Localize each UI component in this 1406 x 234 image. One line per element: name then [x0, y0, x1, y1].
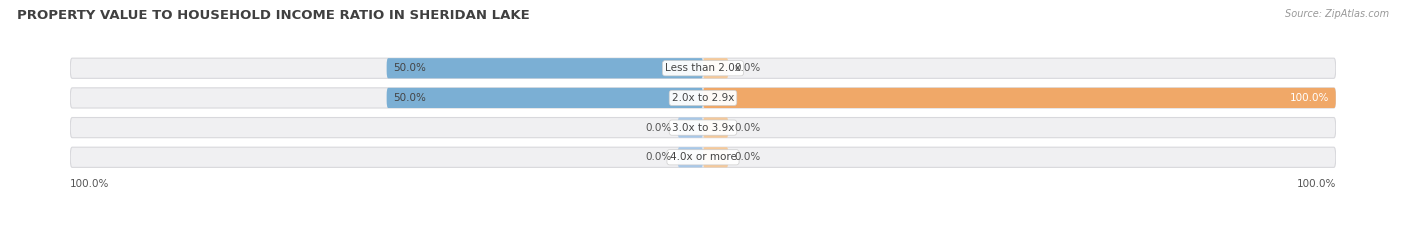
- Text: 0.0%: 0.0%: [734, 63, 761, 73]
- Text: 100.0%: 100.0%: [1289, 93, 1330, 103]
- FancyBboxPatch shape: [70, 117, 1336, 138]
- FancyBboxPatch shape: [703, 117, 728, 138]
- Text: 0.0%: 0.0%: [734, 152, 761, 162]
- Text: 0.0%: 0.0%: [645, 152, 672, 162]
- Text: 50.0%: 50.0%: [392, 93, 426, 103]
- Text: 0.0%: 0.0%: [645, 123, 672, 133]
- Text: 50.0%: 50.0%: [392, 63, 426, 73]
- Text: Less than 2.0x: Less than 2.0x: [665, 63, 741, 73]
- FancyBboxPatch shape: [387, 58, 703, 78]
- Text: 0.0%: 0.0%: [734, 123, 761, 133]
- FancyBboxPatch shape: [387, 88, 703, 108]
- Legend: Without Mortgage, With Mortgage: Without Mortgage, With Mortgage: [583, 232, 823, 234]
- Text: PROPERTY VALUE TO HOUSEHOLD INCOME RATIO IN SHERIDAN LAKE: PROPERTY VALUE TO HOUSEHOLD INCOME RATIO…: [17, 9, 530, 22]
- FancyBboxPatch shape: [70, 88, 1336, 108]
- FancyBboxPatch shape: [678, 117, 703, 138]
- FancyBboxPatch shape: [703, 147, 728, 167]
- Text: 100.0%: 100.0%: [1296, 179, 1336, 189]
- FancyBboxPatch shape: [703, 88, 1336, 108]
- FancyBboxPatch shape: [703, 58, 728, 78]
- Text: 3.0x to 3.9x: 3.0x to 3.9x: [672, 123, 734, 133]
- Text: 4.0x or more: 4.0x or more: [669, 152, 737, 162]
- FancyBboxPatch shape: [678, 147, 703, 167]
- Text: Source: ZipAtlas.com: Source: ZipAtlas.com: [1285, 9, 1389, 19]
- FancyBboxPatch shape: [70, 147, 1336, 167]
- Text: 2.0x to 2.9x: 2.0x to 2.9x: [672, 93, 734, 103]
- FancyBboxPatch shape: [70, 58, 1336, 78]
- Text: 100.0%: 100.0%: [70, 179, 110, 189]
